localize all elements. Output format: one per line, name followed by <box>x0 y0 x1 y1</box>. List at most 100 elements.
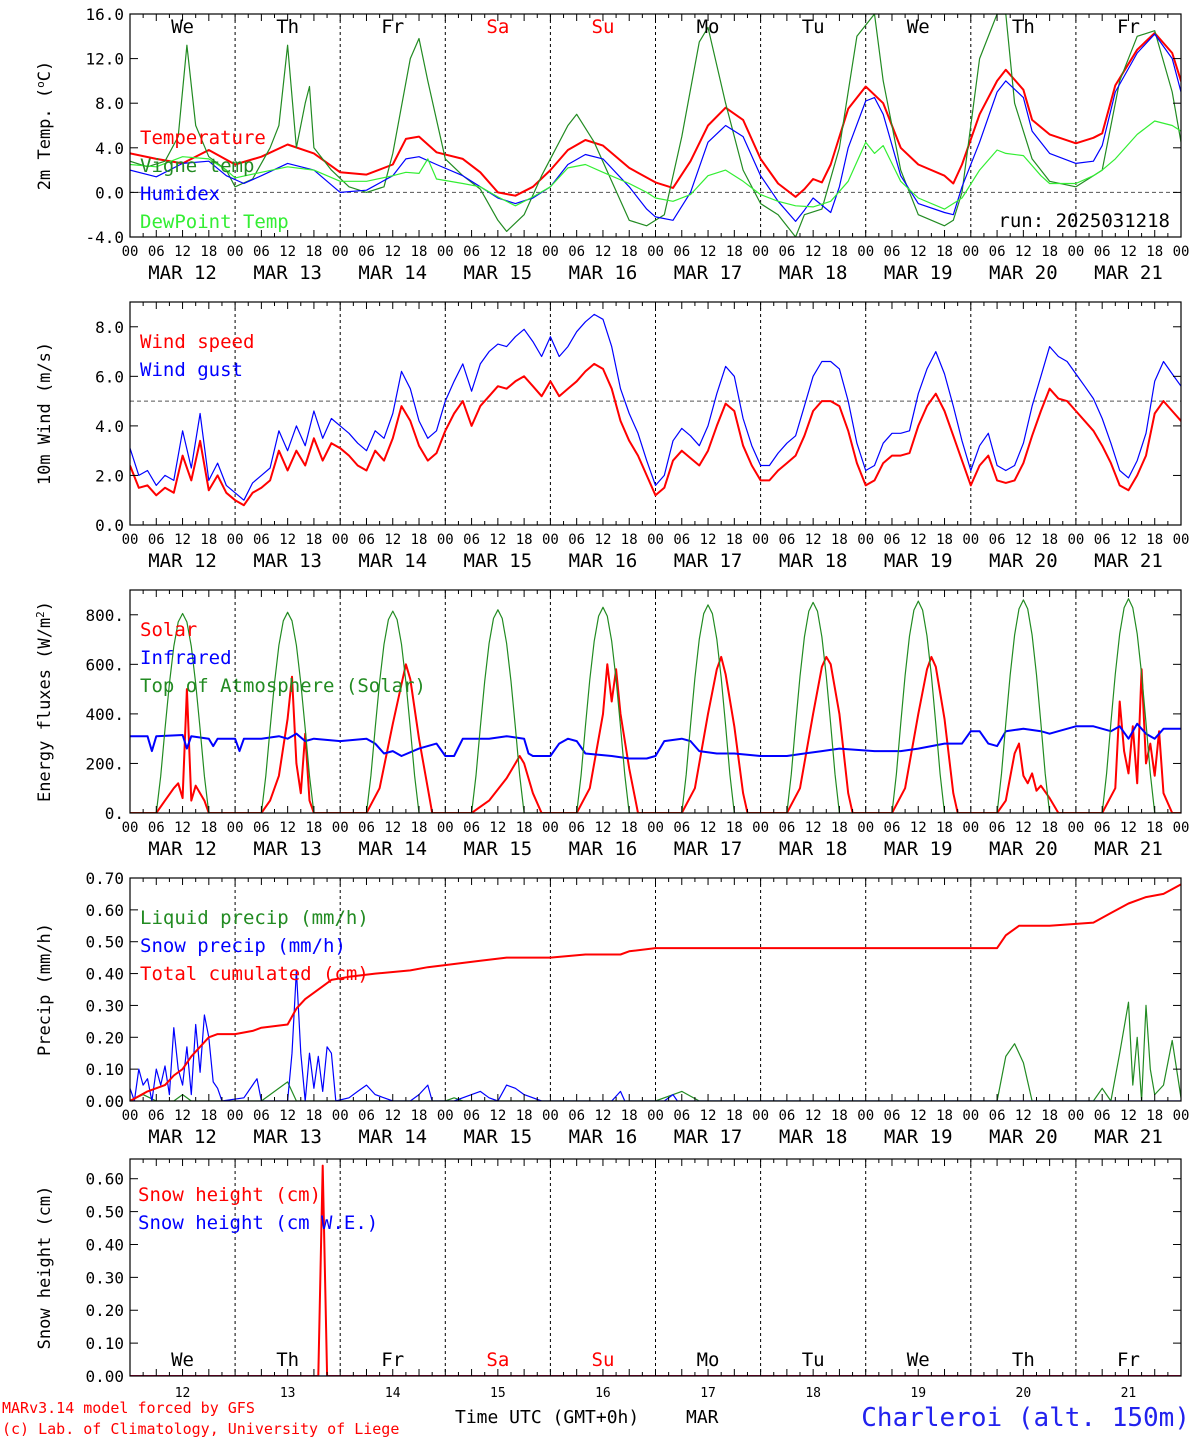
x-hour-label: 06 <box>673 244 690 260</box>
x-hour-label: 06 <box>884 532 901 548</box>
x-hour-label: 00 <box>752 244 769 260</box>
x-hour-label: 06 <box>463 244 480 260</box>
x-date-label: MAR 13 <box>253 262 322 284</box>
legend-entry: Snow height (cm W.E.) <box>138 1212 378 1234</box>
x-hour-label: 18 <box>200 1108 217 1124</box>
footer-day-number: 21 <box>1121 1386 1137 1401</box>
day-name-label: Th <box>1012 16 1035 38</box>
footer-day-number: 13 <box>280 1386 296 1401</box>
y-tick-label: 800. <box>85 606 124 625</box>
x-date-label: MAR 14 <box>358 1126 427 1148</box>
x-date-label: MAR 12 <box>148 550 217 572</box>
x-hour-label: 06 <box>568 244 585 260</box>
y-tick-label: 2.0 <box>95 466 124 485</box>
x-hour-label: 18 <box>831 532 848 548</box>
x-hour-label: 18 <box>200 820 217 836</box>
x-hour-label: 18 <box>621 532 638 548</box>
x-hour-label: 18 <box>411 820 428 836</box>
x-hour-label: 06 <box>148 820 165 836</box>
x-hour-label: 12 <box>174 532 191 548</box>
series-line-infrared <box>130 722 1181 760</box>
x-hour-label: 18 <box>305 244 322 260</box>
panel-energy: 0. 200. 400. 600. 800. Energy fluxes (W/m2) 00… <box>34 589 1189 860</box>
day-name-label: Fr <box>381 16 404 38</box>
day-name-label: Fr <box>1117 1349 1140 1371</box>
series-line-temperature <box>130 32 1181 198</box>
x-hour-label: 18 <box>621 1108 638 1124</box>
x-hour-label: 18 <box>516 532 533 548</box>
series-line-solar <box>130 655 1181 813</box>
series-line-snow-height-cm- <box>130 1164 1181 1376</box>
station-title: Charleroi (alt. 150m) <box>861 1403 1190 1433</box>
day-name-label: Th <box>1012 1349 1035 1371</box>
y-axis-label: Energy fluxes (W/m2) <box>34 601 55 802</box>
x-date-label: MAR 19 <box>884 262 953 284</box>
y-tick-label: 0.0 <box>95 516 124 535</box>
x-hour-label: 12 <box>1015 820 1032 836</box>
x-hour-label: 06 <box>463 1108 480 1124</box>
x-hour-label: 18 <box>200 532 217 548</box>
x-hour-label: 00 <box>227 1108 244 1124</box>
y-axis-label: Snow height (cm) <box>35 1186 55 1350</box>
series-group <box>130 14 1181 237</box>
x-date-label: MAR 13 <box>253 550 322 572</box>
x-date-label: MAR 20 <box>989 838 1058 860</box>
y-tick-label: 0. <box>105 804 124 823</box>
footer-day-number: 16 <box>595 1386 611 1401</box>
x-hour-label: 00 <box>647 244 664 260</box>
x-hour-label: 18 <box>411 532 428 548</box>
x-hour-label: 12 <box>805 244 822 260</box>
x-hour-label: 00 <box>857 1108 874 1124</box>
x-hour-label: 00 <box>1067 532 1084 548</box>
day-name-label: Fr <box>1117 16 1140 38</box>
x-hour-label: 18 <box>831 1108 848 1124</box>
x-hour-label: 00 <box>227 532 244 548</box>
y-axis-label: 10m Wind (m/s) <box>35 342 55 485</box>
x-hour-label: 00 <box>857 244 874 260</box>
x-hour-label: 12 <box>1120 532 1137 548</box>
x-date-label: MAR 20 <box>989 550 1058 572</box>
footer-day-number: 17 <box>700 1386 716 1401</box>
x-hour-label: 00 <box>437 532 454 548</box>
footer-day-number: 20 <box>1016 1386 1032 1401</box>
x-hour-label: 00 <box>752 1108 769 1124</box>
model-credit: MARv3.14 model forced by GFS <box>2 1399 255 1417</box>
x-hour-label: 06 <box>884 244 901 260</box>
x-hour-label: 18 <box>831 820 848 836</box>
day-name-label: Sa <box>486 16 509 38</box>
x-hour-label: 18 <box>936 244 953 260</box>
x-hour-label: 18 <box>1041 1108 1058 1124</box>
series-line-wind-speed <box>130 362 1181 507</box>
x-hour-label: 06 <box>358 820 375 836</box>
day-name-label: Mo <box>697 16 720 38</box>
x-hour-label: 12 <box>279 532 296 548</box>
x-hour-label: 06 <box>778 532 795 548</box>
x-hour-label: 00 <box>437 1108 454 1124</box>
x-hour-label: 00 <box>332 532 349 548</box>
x-date-label: MAR 15 <box>464 838 533 860</box>
day-name-label: Sa <box>486 1349 509 1371</box>
x-hour-label: 06 <box>358 244 375 260</box>
y-tick-label: 0.00 <box>85 1092 124 1111</box>
x-date-label: MAR 18 <box>779 838 848 860</box>
panel-wind: 0.0 2.0 4.0 6.0 8.0 10m Wind (m/s) 00 06 12 18 00 0… <box>35 301 1189 572</box>
y-tick-label: 0.20 <box>85 1301 124 1320</box>
x-hour-label: 12 <box>595 244 612 260</box>
series-group <box>130 598 1181 813</box>
x-hour-label: 18 <box>621 244 638 260</box>
series-group <box>130 313 1181 507</box>
y-tick-label: 8.0 <box>95 94 124 113</box>
month-label: MAR <box>686 1407 719 1428</box>
footer-day-number: 14 <box>385 1386 401 1401</box>
x-hour-label: 12 <box>805 532 822 548</box>
x-date-label: MAR 12 <box>148 1126 217 1148</box>
legend-entry: Total cumulated (cm) <box>140 963 369 985</box>
x-date-label: MAR 19 <box>884 838 953 860</box>
x-hour-label: 00 <box>962 820 979 836</box>
y-tick-label: 0.60 <box>85 1170 124 1189</box>
x-hour-label: 06 <box>148 532 165 548</box>
x-hour-label: 06 <box>568 1108 585 1124</box>
x-date-label: MAR 14 <box>358 838 427 860</box>
series-line-wind-gust <box>130 313 1181 501</box>
x-hour-label: 06 <box>568 532 585 548</box>
